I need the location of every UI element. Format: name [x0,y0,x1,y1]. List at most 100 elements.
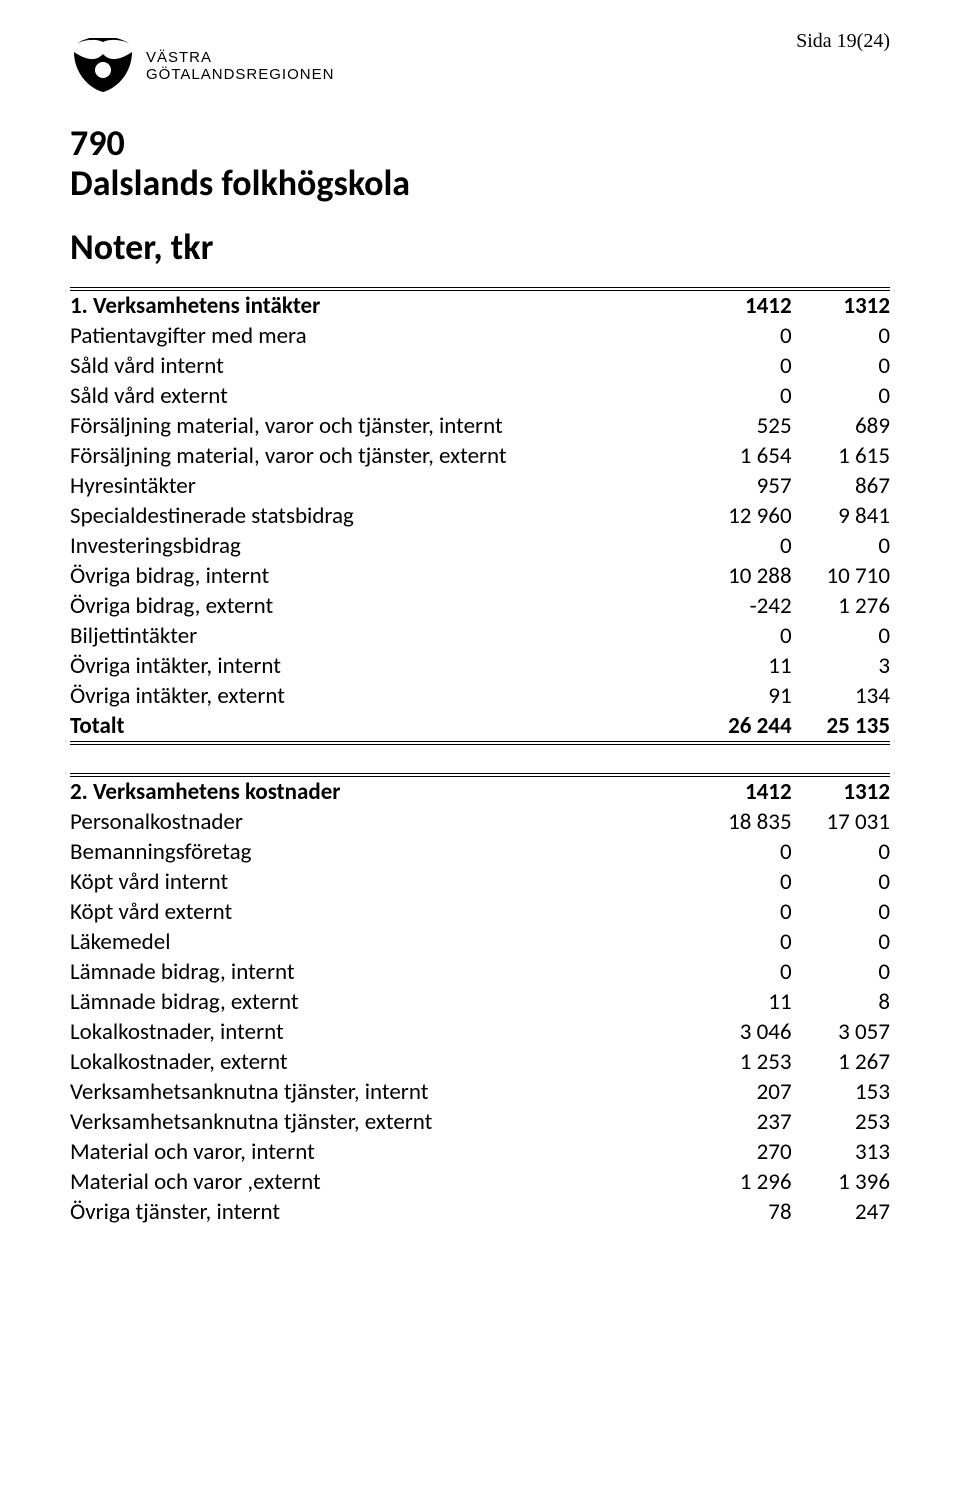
row-c1: 0 [693,381,791,411]
table-row: Bemanningsföretag00 [70,837,890,867]
row-c1: 0 [693,867,791,897]
row-c1: -242 [693,591,791,621]
table-total-row: Totalt 26 244 25 135 [70,711,890,743]
header-label: 2. Verksamhetens kostnader [70,775,693,807]
row-c2: 153 [792,1077,890,1107]
row-label: Köpt vård internt [70,867,693,897]
logo-line2: GÖTALANDSREGIONEN [146,66,334,83]
row-c1: 12 960 [693,501,791,531]
row-label: Övriga intäkter, internt [70,651,693,681]
row-c2: 10 710 [792,561,890,591]
row-label: Övriga bidrag, internt [70,561,693,591]
row-c1: 0 [693,531,791,561]
row-c2: 0 [792,837,890,867]
row-c1: 0 [693,837,791,867]
row-c2: 0 [792,957,890,987]
row-label: Försäljning material, varor och tjänster… [70,411,693,441]
table-row: Material och varor ,externt1 2961 396 [70,1167,890,1197]
doc-subtitle: Noter, tkr [70,225,890,269]
table-row: Såld vård externt00 [70,381,890,411]
row-label: Personalkostnader [70,807,693,837]
row-label: Patientavgifter med mera [70,321,693,351]
row-c1: 525 [693,411,791,441]
row-c2: 0 [792,531,890,561]
row-label: Lokalkostnader, internt [70,1017,693,1047]
row-c2: 247 [792,1197,890,1227]
table-row: Övriga intäkter, externt91134 [70,681,890,711]
header-col1: 1412 [693,289,791,321]
table-row: Verksamhetsanknutna tjänster, externt237… [70,1107,890,1137]
header-row: VÄSTRA GÖTALANDSREGIONEN Sida 19(24) [70,30,890,94]
logo-text: VÄSTRA GÖTALANDSREGIONEN [146,49,334,84]
table-row: Försäljning material, varor och tjänster… [70,411,890,441]
table-row: Köpt vård internt00 [70,867,890,897]
row-c2: 1 615 [792,441,890,471]
row-c2: 0 [792,351,890,381]
table-row: Verksamhetsanknutna tjänster, internt207… [70,1077,890,1107]
title-block: 790 Dalslands folkhögskola Noter, tkr [70,124,890,269]
table-row: Lämnade bidrag, internt00 [70,957,890,987]
row-c2: 3 057 [792,1017,890,1047]
total-c1: 26 244 [693,711,791,743]
row-label: Bemanningsföretag [70,837,693,867]
row-c2: 1 267 [792,1047,890,1077]
logo-line1: VÄSTRA [146,49,334,66]
header-label: 1. Verksamhetens intäkter [70,289,693,321]
row-c2: 0 [792,621,890,651]
row-c1: 10 288 [693,561,791,591]
row-c2: 3 [792,651,890,681]
row-c2: 9 841 [792,501,890,531]
row-c1: 957 [693,471,791,501]
row-label: Såld vård internt [70,351,693,381]
table-row: Hyresintäkter957867 [70,471,890,501]
table1-body: Patientavgifter med mera00Såld vård inte… [70,321,890,711]
row-label: Övriga tjänster, internt [70,1197,693,1227]
header-col2: 1312 [792,775,890,807]
table-row: Material och varor, internt270313 [70,1137,890,1167]
row-label: Övriga intäkter, externt [70,681,693,711]
row-c1: 0 [693,321,791,351]
table-row: Investeringsbidrag00 [70,531,890,561]
page-number: Sida 19(24) [796,30,890,53]
row-label: Specialdestinerade statsbidrag [70,501,693,531]
table-row: Lämnade bidrag, externt118 [70,987,890,1017]
row-label: Material och varor ,externt [70,1167,693,1197]
row-label: Läkemedel [70,927,693,957]
total-label: Totalt [70,711,693,743]
table-costs: 2. Verksamhetens kostnader 1412 1312 Per… [70,773,890,1227]
row-c2: 0 [792,321,890,351]
table-row: Personalkostnader18 83517 031 [70,807,890,837]
page: VÄSTRA GÖTALANDSREGIONEN Sida 19(24) 790… [0,0,960,1295]
row-label: Lokalkostnader, externt [70,1047,693,1077]
row-c2: 0 [792,927,890,957]
table-row: Såld vård internt00 [70,351,890,381]
row-label: Biljettintäkter [70,621,693,651]
logo-icon [70,38,136,94]
row-c1: 1 654 [693,441,791,471]
row-c2: 313 [792,1137,890,1167]
row-label: Investeringsbidrag [70,531,693,561]
table-row: Försäljning material, varor och tjänster… [70,441,890,471]
table-header-row: 2. Verksamhetens kostnader 1412 1312 [70,775,890,807]
total-c2: 25 135 [792,711,890,743]
row-label: Övriga bidrag, externt [70,591,693,621]
table-row: Övriga bidrag, internt10 28810 710 [70,561,890,591]
table-row: Patientavgifter med mera00 [70,321,890,351]
row-label: Material och varor, internt [70,1137,693,1167]
row-c1: 237 [693,1107,791,1137]
row-c1: 1 296 [693,1167,791,1197]
table-revenues: 1. Verksamhetens intäkter 1412 1312 Pati… [70,287,890,745]
table-row: Lokalkostnader, internt3 0463 057 [70,1017,890,1047]
row-c2: 689 [792,411,890,441]
row-c2: 134 [792,681,890,711]
row-label: Verksamhetsanknutna tjänster, internt [70,1077,693,1107]
table-header-row: 1. Verksamhetens intäkter 1412 1312 [70,289,890,321]
table-row: Övriga tjänster, internt78247 [70,1197,890,1227]
row-c2: 0 [792,867,890,897]
row-c1: 11 [693,987,791,1017]
logo-block: VÄSTRA GÖTALANDSREGIONEN [70,38,334,94]
table2-body: Personalkostnader18 83517 031Bemanningsf… [70,807,890,1227]
row-label: Verksamhetsanknutna tjänster, externt [70,1107,693,1137]
table-row: Specialdestinerade statsbidrag12 9609 84… [70,501,890,531]
row-label: Köpt vård externt [70,897,693,927]
